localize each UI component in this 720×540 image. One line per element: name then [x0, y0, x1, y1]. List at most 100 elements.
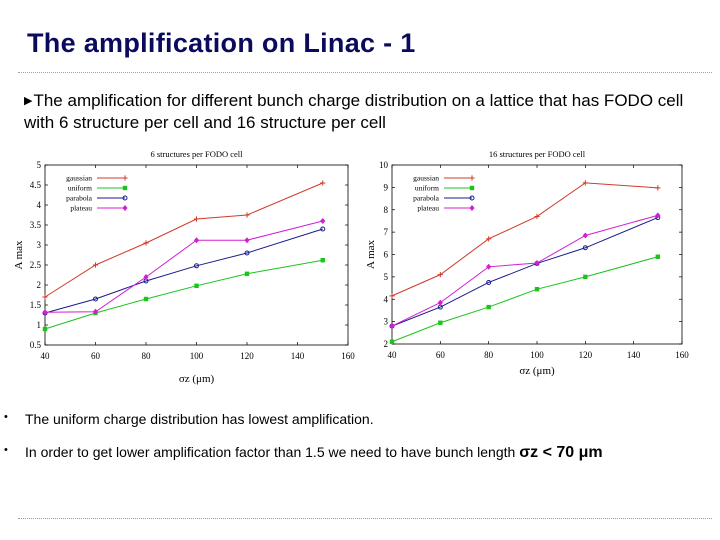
data-point-uniform [194, 283, 199, 288]
x-tick-label: 80 [484, 350, 494, 360]
data-point-plateau [534, 260, 540, 267]
data-point-uniform [655, 254, 661, 259]
chart-title: 6 structures per FODO cell [150, 149, 243, 159]
legend-marker-plateau [469, 205, 475, 211]
legend-marker-uniform [469, 185, 475, 191]
series-line-parabola [391, 217, 659, 327]
y-tick-label: 6 [384, 250, 389, 260]
legend-marker-parabola [122, 195, 128, 201]
data-point-gaussian [143, 240, 149, 246]
data-point-uniform [583, 274, 588, 280]
bullet-text-with-symbol: In order to get lower amplification fact… [25, 444, 603, 462]
chart-title: 16 structures per FODO cell [489, 149, 586, 159]
data-point-gaussian [92, 262, 99, 268]
x-axis-label: σz (μm) [179, 373, 215, 385]
legend-label: uniform [415, 184, 439, 193]
x-tick-label: 120 [240, 351, 254, 361]
y-tick-label: 4 [384, 294, 389, 304]
data-point-uniform [486, 304, 491, 310]
y-tick-label: 2 [384, 339, 389, 349]
legend-label: gaussian [413, 174, 439, 183]
data-point-plateau [42, 309, 48, 316]
bullet-text: The uniform charge distribution has lowe… [25, 411, 374, 427]
series-line-uniform [391, 256, 658, 343]
data-point-plateau [92, 308, 99, 315]
data-point-plateau [437, 299, 443, 306]
data-point-gaussian [534, 213, 540, 220]
data-point-plateau [143, 274, 149, 280]
x-tick-label: 40 [41, 351, 51, 361]
y-tick-label: 7 [384, 227, 389, 237]
x-tick-label: 60 [91, 351, 101, 361]
data-point-uniform [389, 339, 395, 344]
data-point-gaussian [193, 216, 200, 222]
legend-marker-parabola [469, 195, 475, 201]
x-tick-label: 100 [190, 351, 204, 361]
chart-1: 6 structures per FODO cell 0.5 1 1.5 2 2.5 3 3.… [13, 149, 355, 385]
x-tick-label: 80 [142, 351, 152, 361]
y-tick-label: 3 [384, 317, 389, 327]
x-tick-label: 160 [341, 351, 355, 361]
data-point-uniform [534, 286, 540, 292]
intro-sentence: The amplification for different bunch ch… [24, 91, 684, 132]
chart-2: 16 structures per FODO cell 2 3 4 5 6 7 8 9 10 40 6… [365, 149, 689, 377]
legend-label: parabola [413, 194, 439, 203]
triangle-bullet-icon: ▶ [24, 95, 33, 107]
data-point-plateau [320, 218, 326, 224]
series-line-parabola [44, 228, 323, 314]
intro-text: ▶The amplification for different bunch c… [24, 90, 714, 134]
y-tick-label: 10 [379, 160, 389, 170]
data-point-gaussian [582, 180, 588, 186]
data-point-plateau [389, 323, 395, 330]
data-point-gaussian [486, 236, 492, 242]
footer-divider [18, 518, 712, 519]
y-tick-label: 5 [37, 160, 42, 170]
slide-title: The amplification on Linac - 1 [27, 28, 416, 58]
y-tick-label: 3.5 [30, 220, 42, 230]
series-line-plateau [44, 220, 323, 313]
data-point-gaussian [42, 294, 48, 300]
y-tick-label: 2.5 [30, 260, 42, 270]
legend-label: gaussian [66, 174, 92, 183]
legend-label: parabola [66, 194, 92, 203]
legend-marker-gaussian [122, 175, 128, 181]
data-point-gaussian [437, 272, 443, 278]
x-tick-label: 140 [627, 350, 641, 360]
legend-label: uniform [68, 184, 92, 193]
series-line-gaussian [44, 182, 323, 298]
title-divider [18, 72, 712, 73]
data-point-uniform [244, 271, 250, 276]
data-point-uniform [143, 296, 149, 302]
y-tick-label: 4 [37, 200, 42, 210]
y-tick-label: 8 [384, 205, 389, 215]
data-point-gaussian [389, 293, 395, 299]
y-tick-label: 0.5 [30, 340, 42, 350]
legend-marker-plateau [122, 205, 128, 211]
x-tick-label: 40 [388, 350, 398, 360]
data-point-plateau [486, 263, 492, 270]
data-point-parabola [194, 263, 199, 269]
y-tick-label: 5 [384, 272, 389, 282]
data-point-parabola [320, 226, 326, 232]
data-point-plateau [193, 237, 200, 244]
legend-marker-uniform [122, 185, 128, 191]
x-tick-label: 120 [579, 350, 593, 360]
data-point-parabola [582, 245, 588, 251]
y-axis-label: A max [365, 239, 377, 269]
bullet-marker: • [4, 444, 8, 456]
series-line-uniform [44, 259, 323, 330]
legend-label: plateau [70, 204, 92, 213]
series-line-gaussian [391, 182, 658, 297]
y-tick-label: 1 [37, 320, 42, 330]
bunch-length-condition: σz < 70 μm [519, 444, 603, 461]
bullet-marker: • [4, 411, 8, 423]
data-point-plateau [244, 237, 250, 244]
y-tick-label: 9 [384, 182, 389, 192]
data-point-parabola [486, 279, 492, 285]
data-point-uniform [320, 258, 325, 263]
legend-label: plateau [417, 204, 439, 213]
x-tick-label: 100 [530, 350, 544, 360]
charts-area: 6 structures per FODO cell 0.5 1 1.5 2 2.5 3 3.… [13, 149, 689, 385]
y-tick-label: 2 [37, 280, 42, 290]
data-point-gaussian [320, 180, 326, 186]
